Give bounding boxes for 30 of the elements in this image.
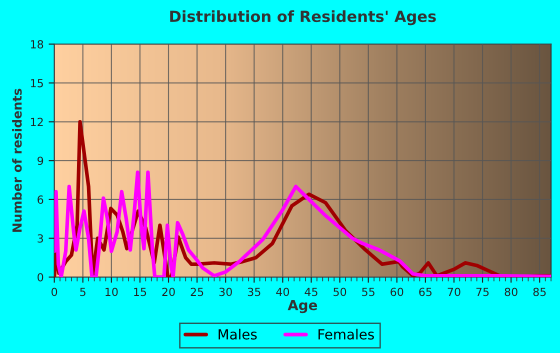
y-tick-label: 0 bbox=[38, 273, 44, 282]
x-tick-label: 30 bbox=[219, 288, 232, 296]
y-tick-label: 18 bbox=[30, 40, 44, 49]
x-tick-label: 75 bbox=[476, 288, 489, 296]
y-axis-title: Number of residents bbox=[12, 88, 22, 232]
legend-label: Females bbox=[318, 328, 374, 340]
x-axis-title: Age bbox=[288, 300, 318, 314]
y-tick-label: 3 bbox=[38, 234, 44, 243]
x-tick-label: 85 bbox=[533, 288, 546, 296]
x-tick-label: 20 bbox=[162, 288, 175, 296]
x-tick-label: 10 bbox=[106, 288, 118, 296]
x-tick-label: 40 bbox=[276, 288, 290, 296]
y-tick-label: 6 bbox=[38, 195, 44, 204]
x-tick-label: 80 bbox=[504, 288, 518, 296]
x-tick-label: 50 bbox=[334, 288, 346, 296]
x-tick-label: 70 bbox=[448, 288, 460, 296]
y-tick-label: 9 bbox=[38, 156, 44, 165]
legend-label: Males bbox=[218, 328, 257, 340]
x-tick-label: 65 bbox=[419, 288, 432, 296]
x-tick-label: 15 bbox=[134, 288, 146, 296]
y-tick-label: 15 bbox=[30, 79, 43, 88]
x-tick-label: 35 bbox=[248, 288, 260, 296]
x-tick-label: 0 bbox=[52, 288, 58, 296]
x-tick-label: 55 bbox=[362, 288, 374, 296]
x-tick-label: 45 bbox=[304, 288, 318, 296]
x-tick-label: 25 bbox=[190, 288, 204, 296]
y-tick-label: 12 bbox=[30, 118, 43, 126]
x-tick-label: 5 bbox=[80, 288, 86, 296]
chart-title: Distribution of Residents' Ages bbox=[170, 10, 436, 26]
x-tick-label: 60 bbox=[390, 288, 404, 296]
